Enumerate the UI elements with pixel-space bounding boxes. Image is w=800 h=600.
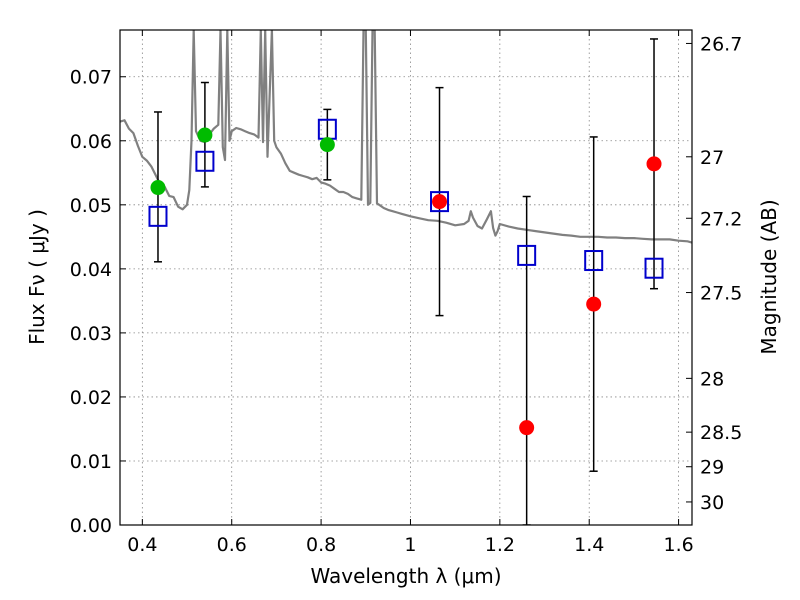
magnitude-tick-label: 29 xyxy=(700,457,724,479)
tick-marks xyxy=(120,30,692,526)
magnitude-tick-label: 27 xyxy=(700,147,724,169)
y-axis-title: Flux Fν ( μJy ) xyxy=(25,209,49,345)
y-tick-label: 0.00 xyxy=(70,515,112,537)
magnitude-tick-label: 27.5 xyxy=(700,283,742,305)
x-tick-label: 1.2 xyxy=(485,534,515,556)
model-flux-square xyxy=(195,150,215,172)
x-axis-title: Wavelength λ (μm) xyxy=(310,564,501,588)
y-tick-label: 0.04 xyxy=(70,259,112,281)
magnitude-tick-label: 28.5 xyxy=(700,422,742,444)
x-tick-label: 0.6 xyxy=(217,534,247,556)
y-tick-label: 0.02 xyxy=(70,387,112,409)
x-tick-label: 1.6 xyxy=(663,534,693,556)
x-tick-labels: 0.4 0.6 0.8 1 1.2 1.4 1.6 xyxy=(127,534,693,556)
plot-frame xyxy=(119,29,693,526)
y-tick-label: 0.06 xyxy=(70,131,112,153)
x-tick-label: 1.4 xyxy=(574,534,604,556)
red-point xyxy=(432,194,448,210)
magnitude-axis-title: Magnitude (AB) xyxy=(757,199,781,354)
magnitude-tick-label: 28 xyxy=(700,368,724,390)
magnitude-tick-labels: 26.7 27 27.2 27.5 28 28.5 29 30 xyxy=(700,33,742,513)
y-tick-label: 0.07 xyxy=(70,67,112,89)
green-point xyxy=(319,137,335,153)
green-point xyxy=(197,127,213,143)
y-tick-label: 0.03 xyxy=(70,323,112,345)
grid xyxy=(120,30,692,526)
model-flux-square xyxy=(430,191,450,213)
y-tick-labels: 0.00 0.01 0.02 0.03 0.04 0.05 0.06 0.07 xyxy=(70,67,112,537)
red-point xyxy=(586,296,602,312)
model-flux-square xyxy=(644,257,664,279)
model-flux-square xyxy=(148,205,168,227)
model-flux-square xyxy=(517,244,537,266)
y-tick-label: 0.05 xyxy=(70,195,112,217)
red-point xyxy=(646,156,662,172)
magnitude-tick-label: 30 xyxy=(700,492,724,514)
x-tick-label: 1 xyxy=(404,534,416,556)
red-point xyxy=(519,420,535,436)
magnitude-tick-label: 26.7 xyxy=(700,33,742,55)
model-flux-square xyxy=(584,250,604,272)
y-tick-label: 0.01 xyxy=(70,451,112,473)
marker-layer xyxy=(148,118,664,436)
x-tick-label: 0.8 xyxy=(306,534,336,556)
x-tick-label: 0.4 xyxy=(127,534,157,556)
magnitude-tick-label: 27.2 xyxy=(700,208,742,230)
green-point xyxy=(150,180,166,196)
